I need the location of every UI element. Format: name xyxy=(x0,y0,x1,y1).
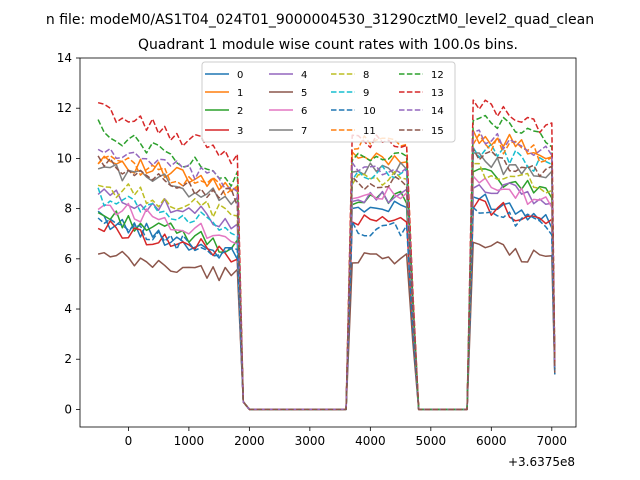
axes xyxy=(79,57,577,428)
legend-frame xyxy=(201,61,456,143)
legend-label-7: 7 xyxy=(301,126,307,137)
legend-label-14: 14 xyxy=(431,106,444,117)
axes-frame xyxy=(79,57,577,428)
x-tick-label: 3000 xyxy=(295,434,326,448)
x-axis-offset-text: +3.6375e8 xyxy=(508,455,575,469)
legend-label-11: 11 xyxy=(363,126,376,137)
legend-label-6: 6 xyxy=(301,106,307,117)
x-tick-label: 0 xyxy=(125,434,133,448)
legend-label-0: 0 xyxy=(237,70,243,81)
figure-suptitle: n file: modeM0/AS1T04_024T01_9000004530_… xyxy=(46,12,594,28)
legend-label-3: 3 xyxy=(237,126,243,137)
legend-label-8: 8 xyxy=(363,70,369,81)
y-tick-label: 4 xyxy=(64,302,72,316)
series-line-8 xyxy=(97,162,556,411)
x-tick-label: 7000 xyxy=(537,434,568,448)
x-tick-label: 4000 xyxy=(355,434,386,448)
series-line-11 xyxy=(97,133,556,411)
legend-label-1: 1 xyxy=(237,88,243,99)
x-axis-ticks: 0 1000 2000 3000 4000 5000 6000 7000 xyxy=(125,427,568,448)
x-tick-label: 5000 xyxy=(416,434,447,448)
legend-label-10: 10 xyxy=(363,106,376,117)
y-tick-label: 8 xyxy=(64,202,72,216)
series-line-15 xyxy=(97,148,556,411)
x-tick-label: 2000 xyxy=(234,434,265,448)
legend-label-13: 13 xyxy=(431,88,444,99)
y-tick-label: 2 xyxy=(64,352,72,366)
y-tick-label: 12 xyxy=(57,101,72,115)
chart-title: Quadrant 1 module wise count rates with … xyxy=(138,37,518,53)
series-line-10 xyxy=(97,206,556,411)
series-line-5 xyxy=(97,241,556,411)
y-tick-label: 10 xyxy=(57,151,72,165)
y-tick-label: 0 xyxy=(64,402,72,416)
legend-label-5: 5 xyxy=(301,88,307,99)
legend-label-12: 12 xyxy=(431,70,444,81)
legend-label-2: 2 xyxy=(237,106,243,117)
y-tick-label: 6 xyxy=(64,252,72,266)
series-lines xyxy=(97,99,556,411)
legend-label-4: 4 xyxy=(301,70,307,81)
y-tick-label: 14 xyxy=(57,51,72,65)
series-line-14 xyxy=(97,129,556,411)
legend-label-9: 9 xyxy=(363,88,369,99)
y-axis-ticks: 0 2 4 6 8 10 12 14 xyxy=(57,51,80,416)
legend-label-15: 15 xyxy=(431,126,444,137)
x-tick-label: 1000 xyxy=(174,434,205,448)
x-tick-label: 6000 xyxy=(476,434,507,448)
